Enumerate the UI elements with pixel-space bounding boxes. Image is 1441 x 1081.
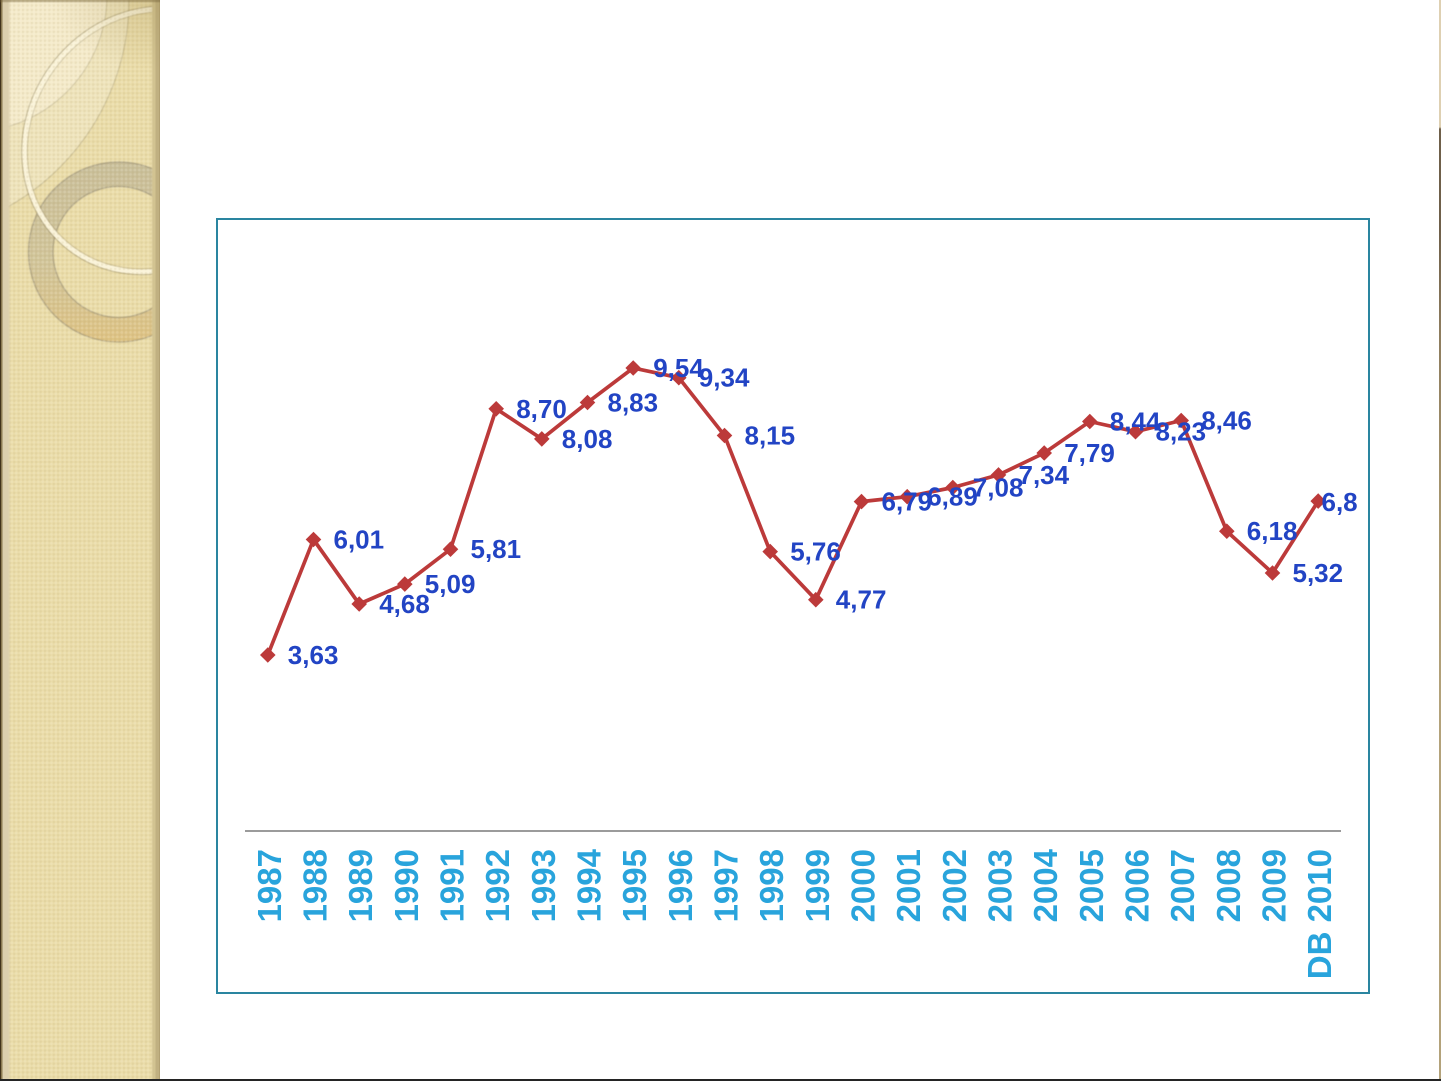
svg-text:7,79: 7,79 — [1064, 438, 1115, 468]
svg-text:5,81: 5,81 — [471, 534, 522, 564]
svg-text:2002: 2002 — [936, 849, 973, 922]
svg-text:8,08: 8,08 — [562, 424, 613, 454]
svg-text:2005: 2005 — [1073, 849, 1110, 922]
svg-text:7,34: 7,34 — [1019, 460, 1070, 490]
svg-text:1994: 1994 — [571, 848, 608, 922]
svg-text:2004: 2004 — [1027, 848, 1064, 922]
svg-text:2003: 2003 — [982, 849, 1019, 922]
svg-text:1993: 1993 — [525, 849, 562, 922]
svg-text:2001: 2001 — [890, 849, 927, 922]
svg-text:5,76: 5,76 — [790, 537, 841, 567]
svg-text:1992: 1992 — [479, 849, 516, 922]
svg-text:2007: 2007 — [1164, 849, 1201, 922]
svg-text:8,46: 8,46 — [1201, 406, 1252, 436]
svg-text:1996: 1996 — [662, 849, 699, 922]
svg-text:1988: 1988 — [297, 849, 334, 922]
svg-text:6,79: 6,79 — [882, 487, 933, 517]
svg-text:2006: 2006 — [1119, 849, 1156, 922]
svg-text:1991: 1991 — [434, 849, 471, 922]
svg-text:5,32: 5,32 — [1293, 558, 1344, 588]
svg-text:2008: 2008 — [1210, 849, 1247, 922]
svg-text:6,89: 6,89 — [927, 482, 978, 512]
svg-text:1999: 1999 — [799, 849, 836, 922]
svg-text:8,70: 8,70 — [516, 394, 567, 424]
svg-text:1990: 1990 — [388, 849, 425, 922]
svg-text:9,34: 9,34 — [699, 363, 750, 393]
svg-text:9,54: 9,54 — [653, 353, 704, 383]
svg-text:6,8: 6,8 — [1322, 487, 1358, 517]
svg-text:8,23: 8,23 — [1156, 417, 1207, 447]
svg-text:1997: 1997 — [708, 849, 745, 922]
svg-text:3,63: 3,63 — [288, 640, 339, 670]
svg-text:1989: 1989 — [342, 849, 379, 922]
svg-text:4,68: 4,68 — [379, 589, 430, 619]
svg-text:1995: 1995 — [616, 849, 653, 922]
svg-text:7,08: 7,08 — [973, 473, 1024, 503]
svg-text:6,01: 6,01 — [334, 525, 385, 555]
svg-text:6,18: 6,18 — [1247, 516, 1298, 546]
svg-text:4,77: 4,77 — [836, 585, 887, 615]
svg-text:1987: 1987 — [251, 849, 288, 922]
svg-text:8,44: 8,44 — [1110, 407, 1161, 437]
svg-text:DB 2010: DB 2010 — [1301, 849, 1338, 979]
svg-text:2000: 2000 — [845, 849, 882, 922]
svg-text:2009: 2009 — [1256, 849, 1293, 922]
svg-text:8,15: 8,15 — [745, 421, 796, 451]
svg-text:1998: 1998 — [753, 849, 790, 922]
svg-text:5,09: 5,09 — [425, 569, 476, 599]
svg-text:8,83: 8,83 — [608, 388, 659, 418]
